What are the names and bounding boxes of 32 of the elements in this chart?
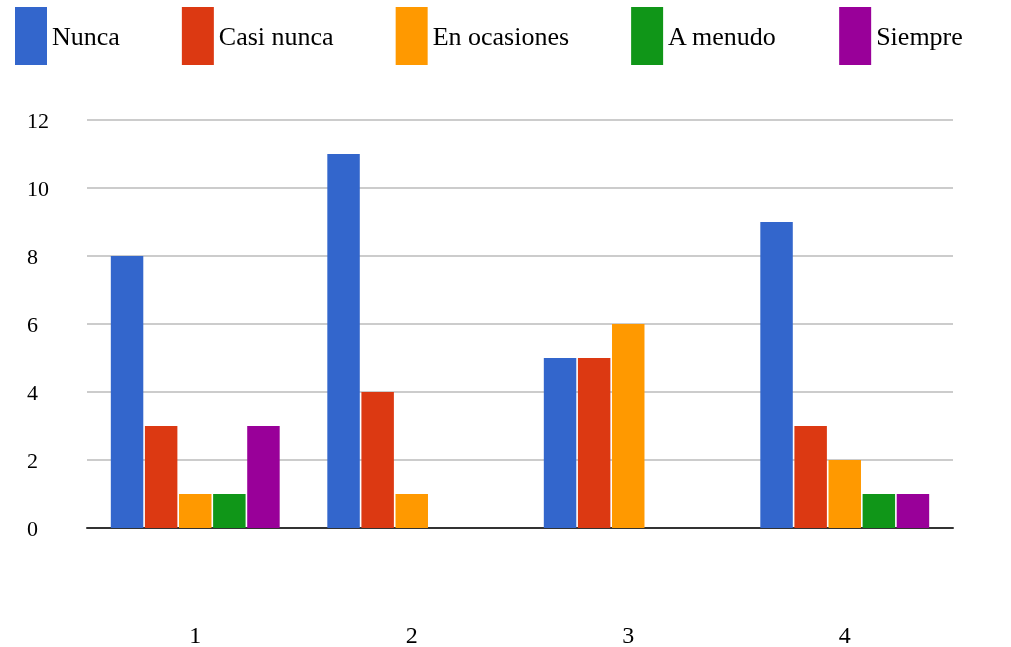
bar — [794, 426, 827, 528]
y-tick-label: 0 — [27, 515, 38, 541]
y-tick-label: 4 — [27, 379, 38, 405]
legend-label: Siempre — [876, 21, 963, 51]
bar — [577, 358, 611, 528]
bar — [896, 494, 930, 528]
x-tick-label: 1 — [189, 622, 202, 647]
bar — [543, 358, 577, 528]
y-tick-label: 8 — [27, 243, 38, 269]
bar — [327, 154, 360, 528]
legend-label: Casi nunca — [218, 21, 335, 51]
bar — [110, 256, 144, 528]
legend-label: En ocasiones — [432, 21, 570, 51]
bar — [395, 494, 428, 528]
bar — [862, 494, 896, 528]
y-tick-label: 10 — [27, 175, 49, 201]
y-tick-label: 6 — [27, 311, 38, 337]
legend-label: A menudo — [668, 21, 776, 51]
bar — [213, 494, 246, 528]
bar — [828, 460, 861, 528]
x-tick-label: 4 — [838, 622, 851, 647]
bar — [144, 426, 178, 528]
x-tick-label: 3 — [622, 622, 635, 647]
y-tick-label: 12 — [27, 107, 49, 133]
bar — [179, 494, 212, 528]
y-tick-label: 2 — [27, 447, 38, 473]
bar — [247, 426, 280, 528]
bar — [612, 324, 645, 528]
bar — [361, 392, 394, 528]
legend-label: Nunca — [52, 21, 121, 51]
bar — [760, 222, 793, 528]
x-tick-label: 2 — [405, 622, 418, 647]
